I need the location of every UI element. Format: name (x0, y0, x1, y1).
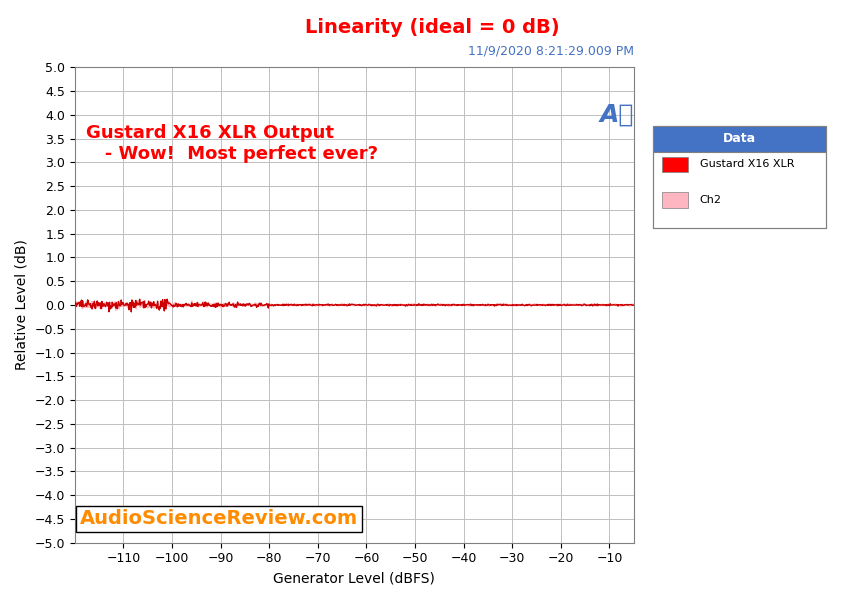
Text: 11/9/2020 8:21:29.009 PM: 11/9/2020 8:21:29.009 PM (468, 45, 634, 58)
FancyBboxPatch shape (653, 151, 826, 228)
Text: Gustard X16 XLR: Gustard X16 XLR (700, 159, 794, 169)
Text: AudioScienceReview.com: AudioScienceReview.com (80, 509, 358, 529)
FancyBboxPatch shape (653, 126, 826, 151)
Text: Ch2: Ch2 (700, 195, 721, 205)
Bar (662, 157, 688, 172)
Text: Data: Data (723, 132, 756, 145)
Bar (662, 192, 688, 208)
Y-axis label: Relative Level (dB): Relative Level (dB) (15, 239, 29, 370)
Text: Gustard X16 XLR Output
   - Wow!  Most perfect ever?: Gustard X16 XLR Output - Wow! Most perfe… (86, 124, 378, 163)
Text: AⓅ: AⓅ (599, 103, 634, 127)
X-axis label: Generator Level (dBFS): Generator Level (dBFS) (273, 571, 435, 585)
Text: Linearity (ideal = 0 dB): Linearity (ideal = 0 dB) (305, 18, 560, 37)
